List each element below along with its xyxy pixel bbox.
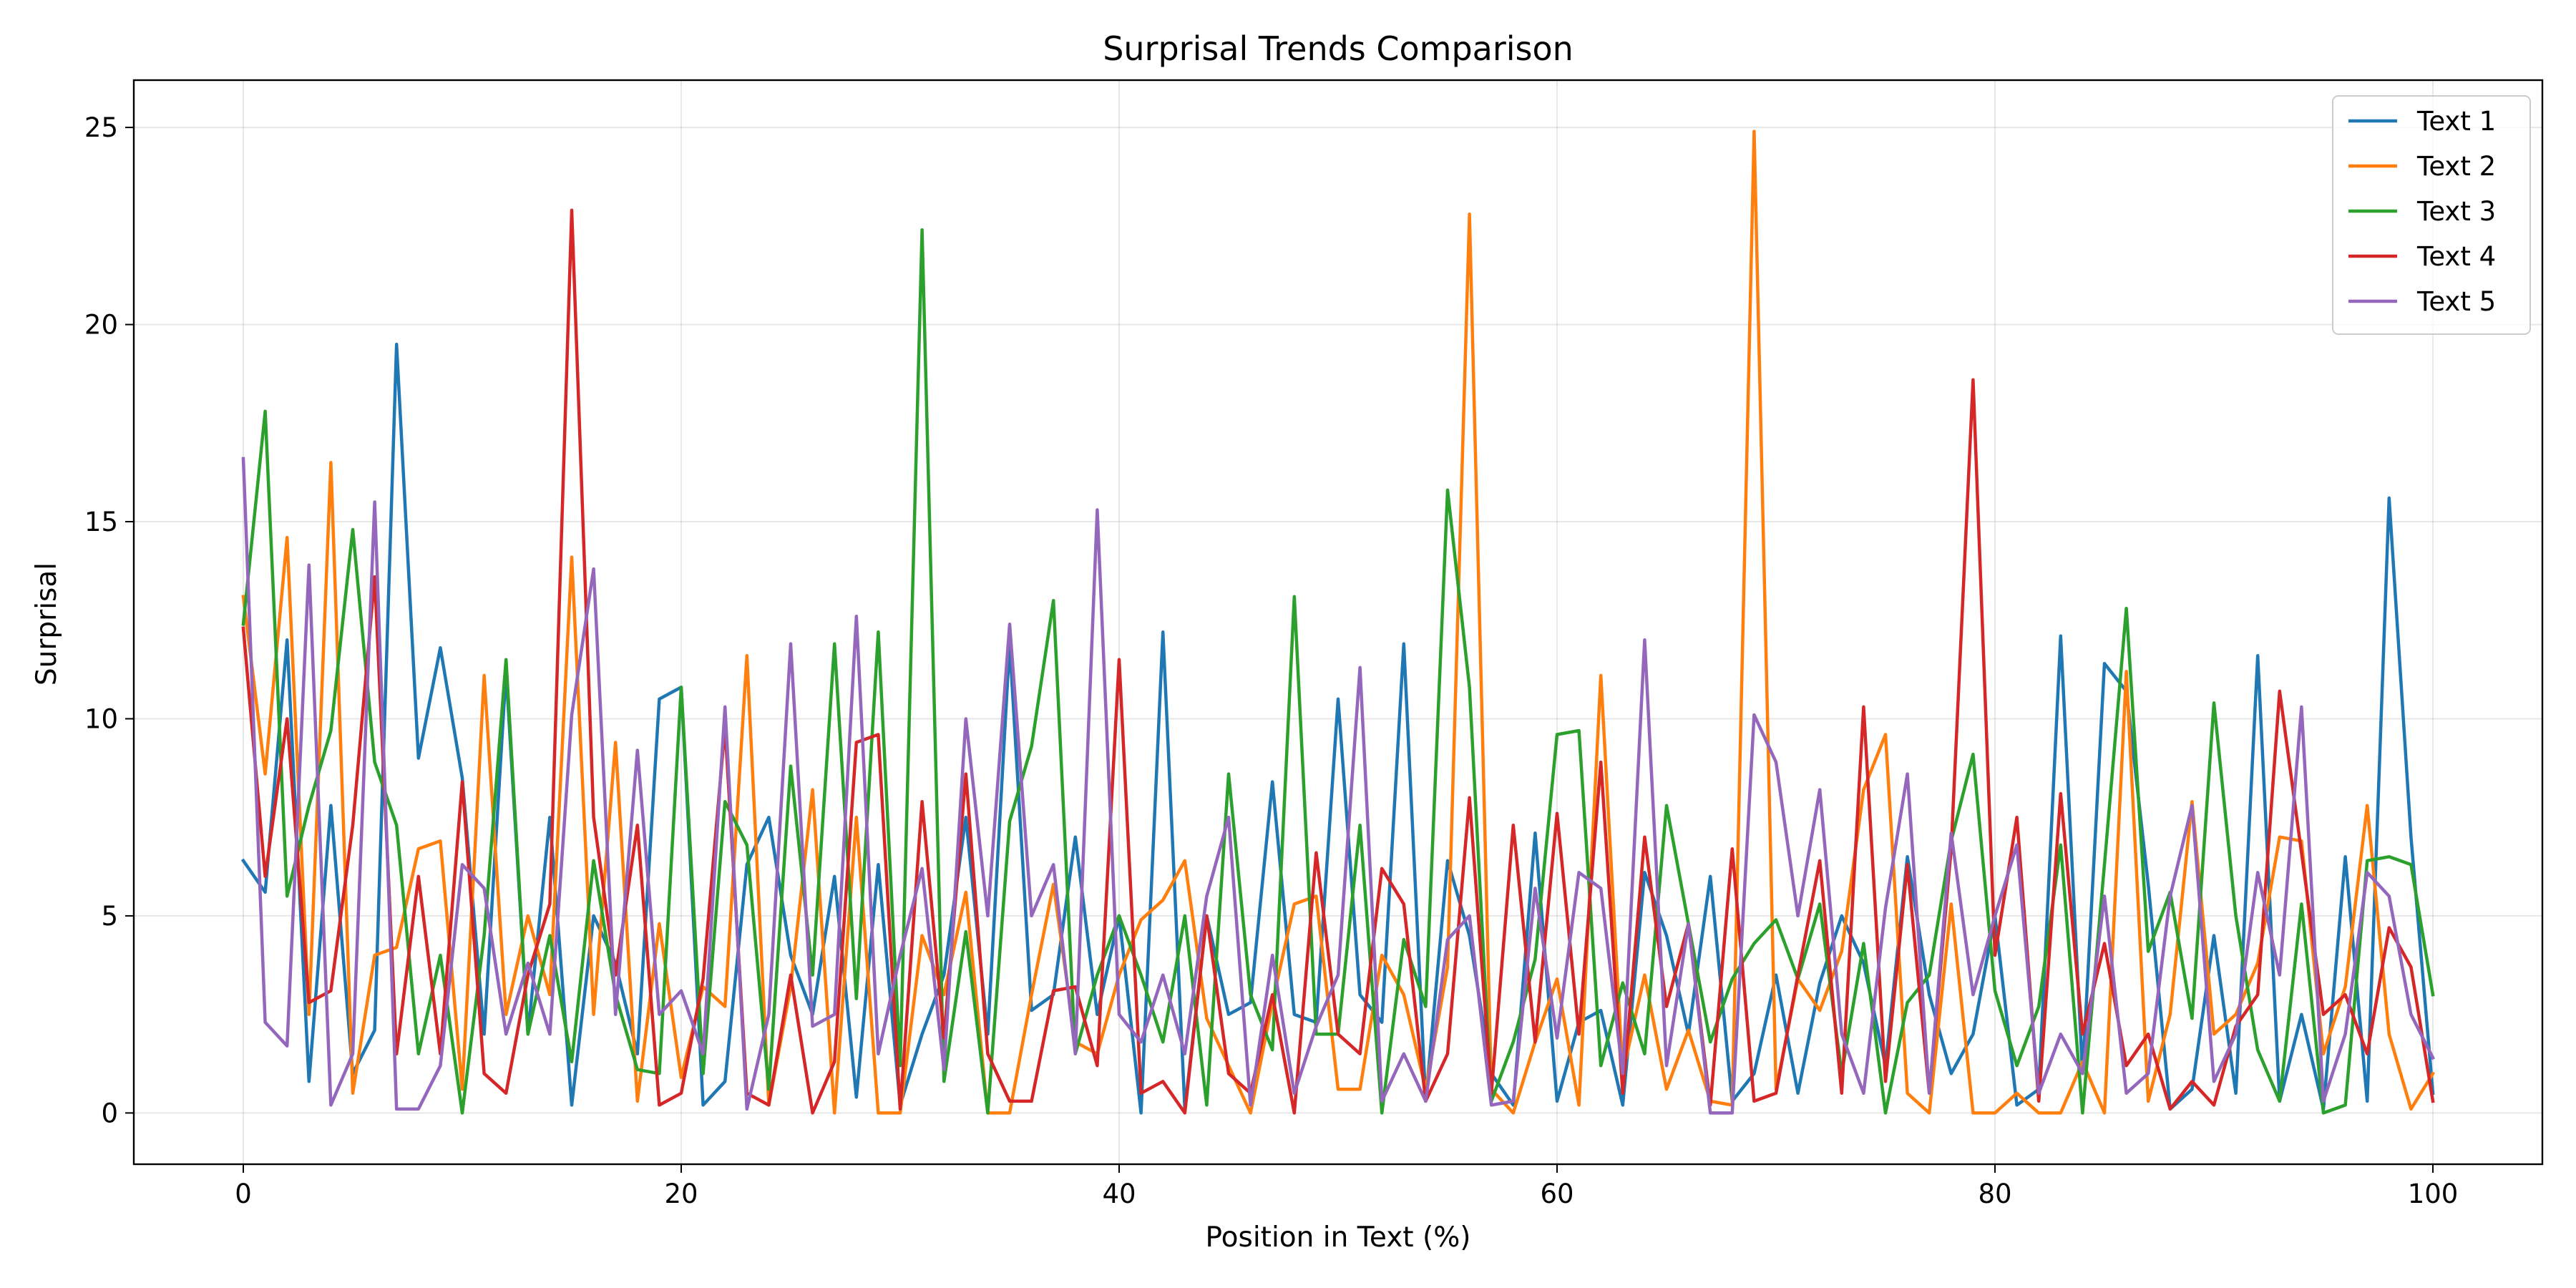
x-tick-label: 20 bbox=[664, 1179, 698, 1209]
plot-frame bbox=[132, 79, 2544, 1166]
x-tick-label: 100 bbox=[2408, 1179, 2459, 1209]
legend: Text 1 Text 2 Text 3 Text 4 Text 5 bbox=[2332, 95, 2531, 335]
series-line-text-4 bbox=[241, 208, 2435, 1115]
grid bbox=[134, 80, 2542, 1164]
x-tick-label: 0 bbox=[235, 1179, 252, 1209]
chart-title: Surprisal Trends Comparison bbox=[1103, 29, 1574, 68]
legend-label-text-4: Text 4 bbox=[2416, 241, 2496, 272]
axis-ticks: 0 20 40 60 80 100 0 5 10 15 20 25 bbox=[84, 112, 2458, 1209]
series-lines bbox=[240, 130, 2436, 1115]
y-tick-label: 0 bbox=[101, 1098, 118, 1128]
series-line-text-2 bbox=[241, 130, 2436, 1115]
y-axis-label: Surprisal bbox=[31, 562, 63, 686]
series-line-text-5 bbox=[241, 457, 2436, 1115]
x-tick-label: 60 bbox=[1540, 1179, 1574, 1209]
y-tick-label: 15 bbox=[84, 507, 118, 537]
y-tick-label: 5 bbox=[101, 901, 118, 932]
y-tick-label: 20 bbox=[84, 310, 118, 341]
legend-label-text-1: Text 1 bbox=[2416, 106, 2496, 137]
legend-label-text-2: Text 2 bbox=[2416, 151, 2496, 182]
x-tick-label: 80 bbox=[1978, 1179, 2011, 1209]
x-tick-label: 40 bbox=[1102, 1179, 1136, 1209]
y-tick-label: 10 bbox=[84, 703, 118, 734]
legend-box bbox=[2332, 95, 2531, 335]
legend-label-text-5: Text 5 bbox=[2416, 286, 2496, 317]
x-axis-label: Position in Text (%) bbox=[1206, 1221, 1471, 1254]
legend-label-text-3: Text 3 bbox=[2416, 196, 2496, 227]
y-tick-label: 25 bbox=[84, 112, 118, 143]
